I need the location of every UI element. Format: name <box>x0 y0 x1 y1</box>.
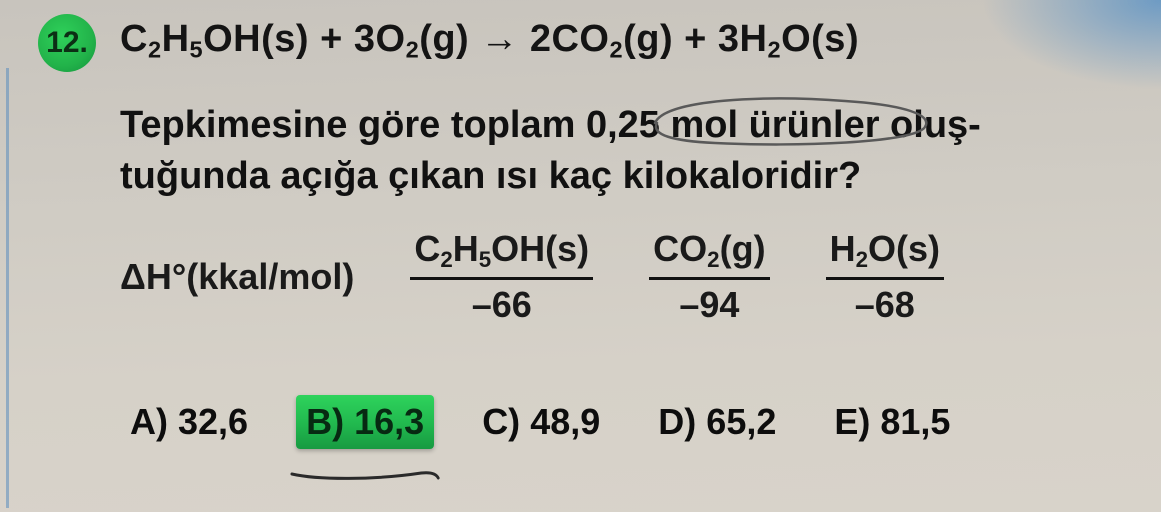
enthalpy-value: –68 <box>855 280 915 326</box>
enthalpy-col-2: H2O(s) –68 <box>826 228 944 326</box>
reaction-equation: C2H5OH(s) + 3O2(g) → 2CO2(g) + 3H2O(s) <box>120 18 859 64</box>
question-number-badge: 12. <box>38 14 96 72</box>
option-key: D) <box>658 401 696 442</box>
delta-h-label: ΔH°(kkal/mol) <box>120 256 354 298</box>
prompt-line-2: tuğunda açığa çıkan ısı kaç kilokaloridi… <box>120 155 861 197</box>
option-a[interactable]: A) 32,6 <box>120 395 258 449</box>
option-key: E) <box>834 401 870 442</box>
enthalpy-col-0: C2H5OH(s) –66 <box>410 228 593 326</box>
option-value: 81,5 <box>880 401 950 442</box>
prompt-line-1: Tepkimesine göre toplam 0,25 mol ürünler… <box>120 104 981 146</box>
answer-options: A) 32,6 B) 16,3 C) 48,9 D) 65,2 E) 81,5 <box>120 395 1120 449</box>
option-key: B) <box>306 401 344 442</box>
option-d[interactable]: D) 65,2 <box>648 395 786 449</box>
enthalpy-value: –66 <box>472 280 532 326</box>
option-key: A) <box>130 401 168 442</box>
page-corner-tint <box>981 0 1161 90</box>
left-margin-rule <box>6 68 9 508</box>
species-label: CO2(g) <box>649 228 769 277</box>
option-e[interactable]: E) 81,5 <box>824 395 960 449</box>
question-number: 12. <box>46 26 88 60</box>
option-b[interactable]: B) 16,3 <box>296 395 434 449</box>
question-prompt: Tepkimesine göre toplam 0,25 mol ürünler… <box>120 100 1121 203</box>
option-value: 16,3 <box>354 401 424 442</box>
option-c[interactable]: C) 48,9 <box>472 395 610 449</box>
hand-underline <box>290 449 440 463</box>
option-value: 48,9 <box>530 401 600 442</box>
species-label: C2H5OH(s) <box>410 228 593 277</box>
enthalpy-row: ΔH°(kkal/mol) C2H5OH(s) –66 CO2(g) –94 H… <box>120 228 1100 328</box>
option-value: 65,2 <box>706 401 776 442</box>
species-label: H2O(s) <box>826 228 944 277</box>
option-key: C) <box>482 401 520 442</box>
option-value: 32,6 <box>178 401 248 442</box>
question-page: 12. C2H5OH(s) + 3O2(g) → 2CO2(g) + 3H2O(… <box>0 0 1161 512</box>
enthalpy-value: –94 <box>679 280 739 326</box>
enthalpy-col-1: CO2(g) –94 <box>649 228 769 326</box>
